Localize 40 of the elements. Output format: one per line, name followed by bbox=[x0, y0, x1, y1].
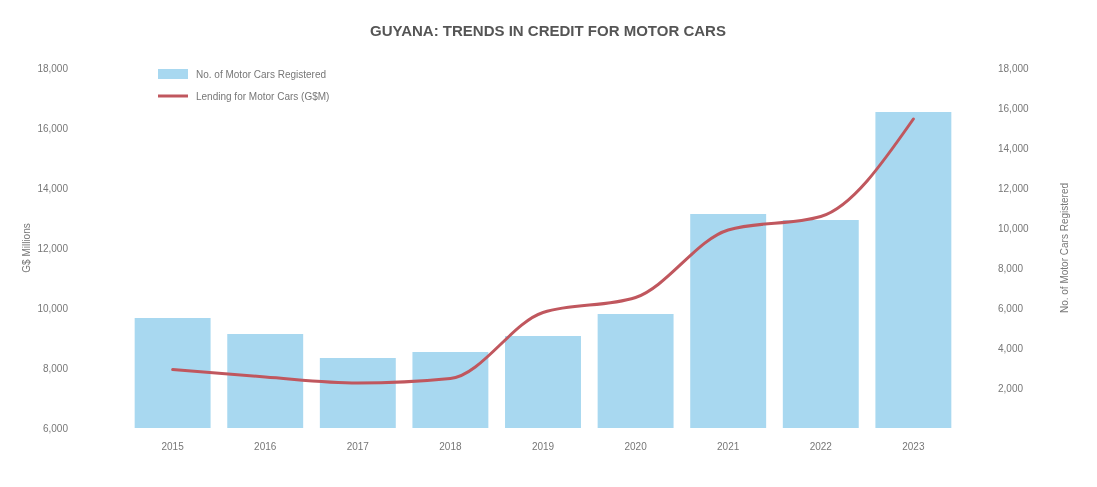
y-tick-label: 12,000 bbox=[37, 242, 69, 254]
x-tick-label: 2023 bbox=[902, 441, 925, 452]
x-tick-label: 2018 bbox=[439, 441, 462, 452]
bar bbox=[319, 358, 396, 428]
legend-label: Lending for Motor Cars (G$M) bbox=[196, 90, 330, 102]
bar bbox=[875, 112, 952, 428]
y2-tick-label: 6,000 bbox=[998, 302, 1024, 314]
bar bbox=[134, 318, 211, 428]
bar bbox=[505, 336, 581, 428]
legend-label: No. of Motor Cars Registered bbox=[196, 68, 327, 80]
x-tick-label: 2019 bbox=[531, 441, 555, 452]
y2-tick-label: 14,000 bbox=[998, 142, 1030, 154]
x-tick-label: 2022 bbox=[809, 441, 833, 452]
y-tick-label: 14,000 bbox=[37, 182, 69, 194]
chart-title: GUYANA: TRENDS IN CREDIT FOR MOTOR CARS bbox=[370, 22, 726, 39]
y2-tick-label: 18,000 bbox=[998, 62, 1030, 74]
bar bbox=[597, 314, 674, 428]
y-tick-label: 18,000 bbox=[37, 62, 69, 74]
bar bbox=[690, 214, 767, 428]
y2-tick-label: 12,000 bbox=[998, 182, 1030, 194]
y2-tick-label: 4,000 bbox=[998, 342, 1024, 354]
bar bbox=[227, 334, 304, 428]
y2-tick-label: 10,000 bbox=[998, 222, 1030, 234]
y-tick-label: 10,000 bbox=[37, 302, 69, 314]
x-tick-label: 2016 bbox=[254, 441, 277, 452]
y-tick-label: 8,000 bbox=[42, 362, 69, 374]
y2-axis-title: No. of Motor Cars Registered bbox=[1059, 182, 1070, 314]
y-axis-title: G$ Millions bbox=[21, 223, 32, 273]
x-tick-label: 2021 bbox=[717, 441, 740, 452]
x-tick-label: 2017 bbox=[346, 441, 370, 452]
y2-tick-label: 16,000 bbox=[998, 102, 1030, 114]
y2-tick-label: 2,000 bbox=[998, 382, 1024, 394]
x-tick-label: 2015 bbox=[161, 441, 185, 452]
y-tick-label: 16,000 bbox=[37, 122, 69, 134]
line-series bbox=[171, 117, 915, 385]
bar bbox=[412, 352, 489, 428]
y2-tick-label: 8,000 bbox=[998, 262, 1024, 274]
bar bbox=[782, 220, 859, 428]
y-tick-label: 6,000 bbox=[42, 422, 69, 434]
x-tick-label: 2020 bbox=[624, 441, 648, 452]
